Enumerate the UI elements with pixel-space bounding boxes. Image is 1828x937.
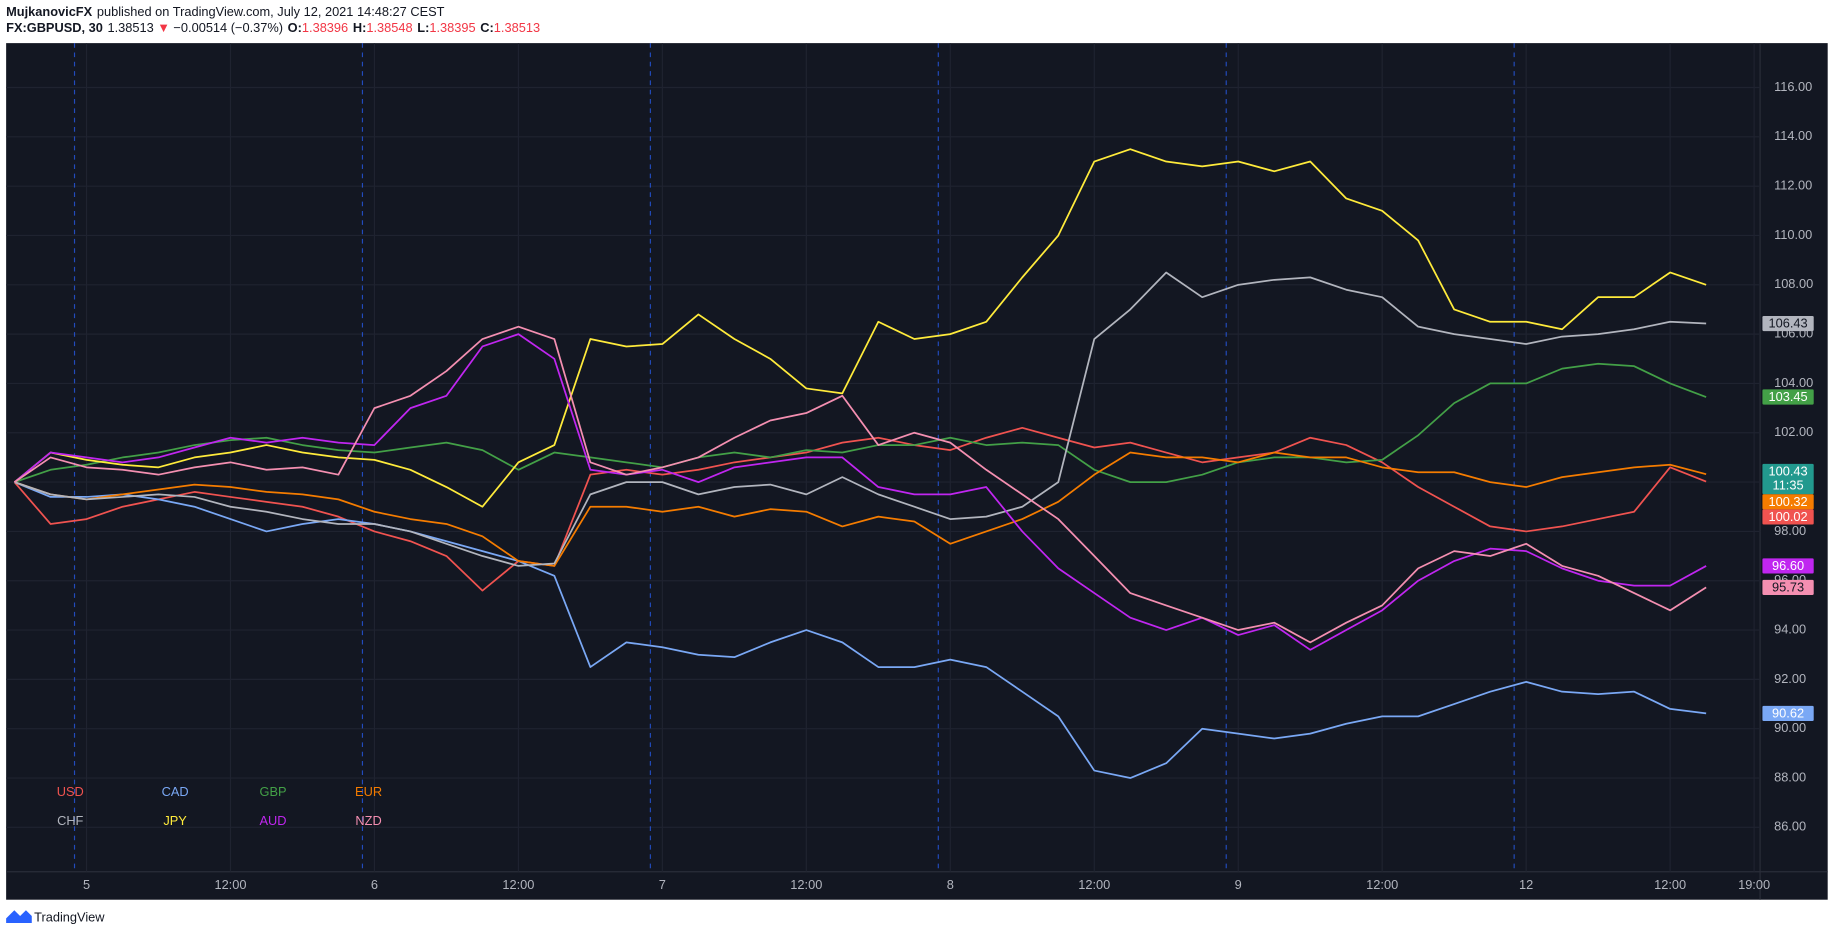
legend-entry: USD [57, 784, 84, 799]
y-tick-label: 86.00 [1774, 819, 1806, 834]
brand: TradingView [34, 910, 105, 925]
header-line-2: FX:GBPUSD, 30 1.38513 ▼ −0.00514 (−0.37%) O:… [6, 21, 540, 36]
x-tick-label: 12:00 [502, 877, 534, 892]
published: published on TradingView.com, July 12, 2… [97, 4, 445, 19]
y-tick-label: 94.00 [1774, 621, 1806, 636]
last-price: 1.38513 [108, 21, 154, 36]
ohlc-key: C: [480, 21, 494, 36]
last-value-label: 95.73 [1772, 579, 1804, 594]
legend-entry: EUR [355, 784, 382, 799]
last-value-label: 100.32 [1768, 494, 1807, 509]
ohlc-value: 1.38548 [366, 21, 412, 36]
x-tick-label: 8 [947, 877, 954, 892]
x-tick-label: 9 [1235, 877, 1242, 892]
legend: USD CAD GBP EUR CHF JPY AUD NZD [57, 784, 382, 828]
legend-entry: CHF [57, 813, 83, 828]
author: MujkanovicFX [6, 4, 93, 19]
axes: 86.0088.0090.0092.0094.0096.0098.00100.0… [83, 79, 1814, 892]
y-tick-label: 102.00 [1774, 424, 1813, 439]
y-tick-label: 110.00 [1774, 227, 1812, 242]
logo [6, 910, 32, 924]
last-value-label: 106.43 [1768, 315, 1807, 330]
last-value-badge [1762, 494, 1814, 510]
last-value-label: 103.45 [1768, 389, 1807, 404]
x-tick-label: 19:00 [1738, 877, 1770, 892]
series-line [13, 333, 1707, 651]
ohlc-key: L: [417, 21, 429, 36]
x-tick-label: 12:00 [1078, 877, 1110, 892]
last-value-label: 96.60 [1772, 558, 1804, 573]
y-tick-label: 88.00 [1774, 769, 1806, 784]
x-tick-label: 12 [1519, 877, 1533, 892]
last-value-badge [1762, 389, 1814, 405]
footer: TradingView [6, 910, 105, 925]
ohlc-key: H: [353, 21, 367, 36]
legend-entry: GBP [260, 784, 287, 799]
legend-entry: JPY [163, 813, 187, 828]
last-value-badge [1762, 579, 1814, 595]
last-value-badge [1762, 315, 1814, 332]
x-tick-label: 6 [371, 877, 378, 892]
ohlc-value: 1.38395 [429, 21, 475, 36]
series-line [14, 271, 1707, 567]
chart-background [6, 43, 1828, 900]
y-tick-label: 98.00 [1774, 523, 1806, 538]
series-line [14, 451, 1707, 567]
x-tick-label: 7 [659, 877, 666, 892]
y-tick-label: 108.00 [1774, 276, 1813, 291]
series-line [14, 481, 1707, 779]
legend-entry: AUD [260, 813, 287, 828]
symbol: FX:GBPUSD, 30 [6, 21, 103, 36]
ohlc-value: 1.38396 [302, 21, 348, 36]
last-value-badge [1762, 558, 1814, 574]
last-value-badge [1762, 705, 1814, 721]
x-tick-label: 12:00 [1366, 877, 1398, 892]
y-tick-label: 116.00 [1774, 79, 1812, 94]
plot [13, 148, 1707, 779]
grid [6, 43, 1761, 872]
series-line [14, 325, 1707, 644]
y-tick-label: 112.00 [1774, 178, 1812, 193]
legend-entry: CAD [162, 784, 189, 799]
last-value-badge [1762, 509, 1814, 525]
series-line [13, 426, 1707, 592]
price-badge-label: 100.43 [1768, 463, 1807, 478]
y-tick-label: 114.00 [1774, 128, 1812, 143]
ohlc-key: O: [288, 21, 302, 36]
change-arrow: ▼ [157, 21, 170, 36]
y-tick-label: 92.00 [1774, 671, 1806, 686]
x-tick-label: 5 [83, 877, 90, 892]
y-tick-label: 104.00 [1774, 375, 1813, 390]
x-tick-label: 12:00 [214, 877, 246, 892]
countdown-label: 11:35 [1773, 477, 1804, 492]
last-value-label: 90.62 [1772, 705, 1804, 720]
x-tick-label: 12:00 [1654, 877, 1686, 892]
last-value-label: 100.02 [1768, 509, 1807, 524]
series-line [14, 362, 1707, 484]
x-tick-label: 12:00 [790, 877, 822, 892]
change: −0.00514 (−0.37%) [173, 21, 283, 36]
y-tick-label: 90.00 [1774, 720, 1806, 735]
price-badge [1762, 463, 1814, 495]
series-line [13, 148, 1707, 508]
ohlc-value: 1.38513 [494, 21, 540, 36]
header-line-1: MujkanovicFX published on TradingView.com… [6, 4, 445, 19]
legend-entry: NZD [355, 813, 381, 828]
